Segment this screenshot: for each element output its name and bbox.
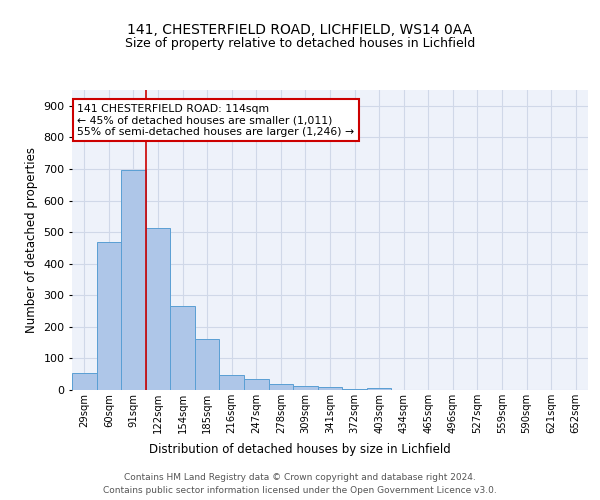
Text: Distribution of detached houses by size in Lichfield: Distribution of detached houses by size … (149, 442, 451, 456)
Text: Contains HM Land Registry data © Crown copyright and database right 2024.: Contains HM Land Registry data © Crown c… (124, 472, 476, 482)
Bar (72, 372, 97, 390)
Text: 141 CHESTERFIELD ROAD: 114sqm
← 45% of detached houses are smaller (1,011)
55% o: 141 CHESTERFIELD ROAD: 114sqm ← 45% of d… (77, 104, 354, 136)
Text: Size of property relative to detached houses in Lichfield: Size of property relative to detached ho… (125, 38, 475, 51)
Bar (170, 306, 195, 390)
Bar (367, 388, 391, 390)
Bar (318, 387, 342, 390)
Bar (97, 242, 121, 390)
Bar (244, 379, 269, 390)
Bar (121, 170, 146, 390)
Bar (220, 375, 244, 390)
Text: 141, CHESTERFIELD ROAD, LICHFIELD, WS14 0AA: 141, CHESTERFIELD ROAD, LICHFIELD, WS14 … (127, 22, 473, 36)
Y-axis label: Number of detached properties: Number of detached properties (25, 147, 38, 333)
Text: Contains public sector information licensed under the Open Government Licence v3: Contains public sector information licen… (103, 486, 497, 495)
Bar (269, 384, 293, 390)
Bar (195, 340, 220, 390)
Bar (146, 228, 170, 390)
Bar (293, 386, 318, 390)
